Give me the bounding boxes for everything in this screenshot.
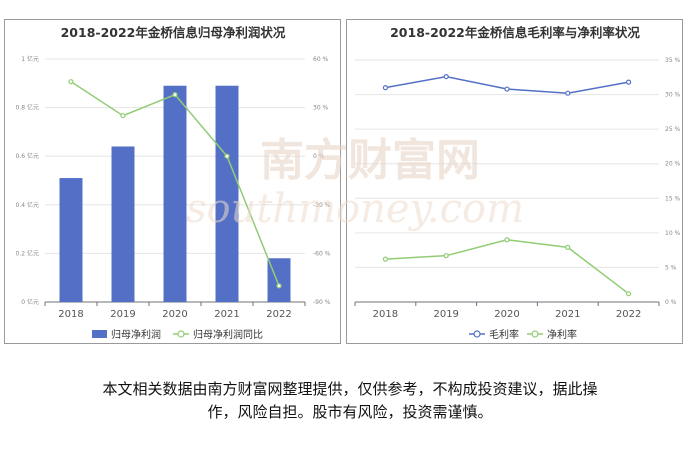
series-1-point-2021	[565, 244, 571, 250]
right-tick-label: 60 %	[313, 56, 329, 63]
left-tick-label: 0.2 亿元	[16, 249, 39, 257]
left-tick-label: 1 亿元	[21, 55, 39, 63]
chart-title: 2018-2022年金桥信息毛利率与净利率状况	[390, 25, 640, 40]
bar-2022	[267, 258, 291, 302]
left-tick-label: 0 亿元	[21, 298, 39, 306]
right-tick-label: 10 %	[665, 230, 681, 237]
yoy-point-2021	[224, 153, 230, 159]
bar-2019	[111, 146, 135, 302]
x-tick-label: 2020	[162, 309, 187, 320]
legend-marker-1	[531, 330, 539, 338]
x-tick-label: 2021	[555, 309, 580, 320]
series-0-point-2021	[565, 90, 571, 96]
right-tick-label: -30 %	[313, 202, 331, 209]
legend-label-1: 净利率	[547, 328, 577, 341]
right-tick-label: 25 %	[665, 126, 681, 133]
x-tick-label: 2022	[266, 309, 291, 320]
series-0-point-2022	[626, 79, 632, 85]
x-tick-label: 2021	[214, 309, 239, 320]
x-tick-label: 2018	[373, 309, 398, 320]
yoy-point-2022	[276, 283, 282, 289]
legend-swatch-line-marker	[177, 330, 185, 338]
legend-marker-0	[473, 330, 481, 338]
left-tick-label: 0.6 亿元	[16, 152, 39, 160]
left-tick-label: 0.4 亿元	[16, 201, 39, 209]
legend-label-line: 归母净利润同比	[193, 328, 263, 341]
legend-label-bar: 归母净利润	[111, 328, 161, 341]
disclaimer-line-2: 作，风险自担。股市有风险，投资需谨慎。	[207, 403, 493, 421]
series-1-point-2020	[504, 237, 510, 243]
disclaimer-line-1: 本文相关数据由南方财富网整理提供，仅供参考，不构成投资建议，据此操	[102, 380, 598, 398]
chart-panel-net-profit: 2018-2022年金桥信息归母净利润状况 1 亿元 60 % 0.8 亿元 30 % 0…	[4, 19, 341, 344]
right-tick-label: 20 %	[665, 161, 681, 168]
series-1-point-2018	[382, 256, 389, 262]
series-0-point-2018	[382, 85, 389, 91]
x-tick-label: 2019	[110, 309, 135, 320]
x-tick-label: 2022	[616, 309, 641, 320]
left-tick-label: 0.8 亿元	[16, 104, 39, 112]
series-0-point-2020	[504, 86, 510, 92]
series-0-point-2019	[443, 73, 449, 80]
series-line-1	[385, 239, 630, 295]
x-tick-label: 2020	[494, 309, 519, 320]
x-tick-label: 2018	[58, 309, 83, 320]
right-tick-label: 5 %	[665, 264, 677, 271]
legend-label-0: 毛利率	[489, 328, 519, 341]
series-1-point-2022	[626, 291, 632, 297]
right-tick-label: 30 %	[313, 105, 329, 112]
yoy-point-2019	[120, 113, 126, 119]
bar-2021	[215, 85, 239, 302]
right-tick-label: 35 %	[665, 57, 681, 64]
yoy-point-2018	[68, 79, 74, 85]
right-tick-label: 0 %	[665, 299, 677, 306]
bar-2018	[59, 178, 83, 302]
bar-2020	[163, 85, 187, 302]
disclaimer: 本文相关数据由南方财富网整理提供，仅供参考，不构成投资建议，据此操 作，风险自担…	[40, 378, 660, 424]
yoy-point-2020	[172, 92, 178, 98]
right-tick-label: -90 %	[313, 299, 331, 306]
right-tick-label: 15 %	[665, 195, 681, 202]
margin-chart: 2018-2022年金桥信息毛利率与净利率状况 35 % 30 % 25 % 20 % 1…	[354, 25, 681, 341]
series-1-point-2019	[443, 253, 449, 259]
legend-swatch-bar	[92, 330, 107, 338]
right-tick-label: 0 %	[313, 153, 325, 160]
right-tick-label: 30 %	[665, 92, 681, 99]
right-tick-label: -60 %	[313, 250, 331, 257]
net-profit-chart: 2018-2022年金桥信息归母净利润状况 1 亿元 60 % 0.8 亿元 30 % 0…	[16, 25, 331, 341]
chart-title: 2018-2022年金桥信息归母净利润状况	[61, 25, 286, 40]
x-tick-label: 2019	[433, 309, 458, 320]
chart-panel-margins: 2018-2022年金桥信息毛利率与净利率状况 35 % 30 % 25 % 20 % 1…	[346, 19, 683, 344]
